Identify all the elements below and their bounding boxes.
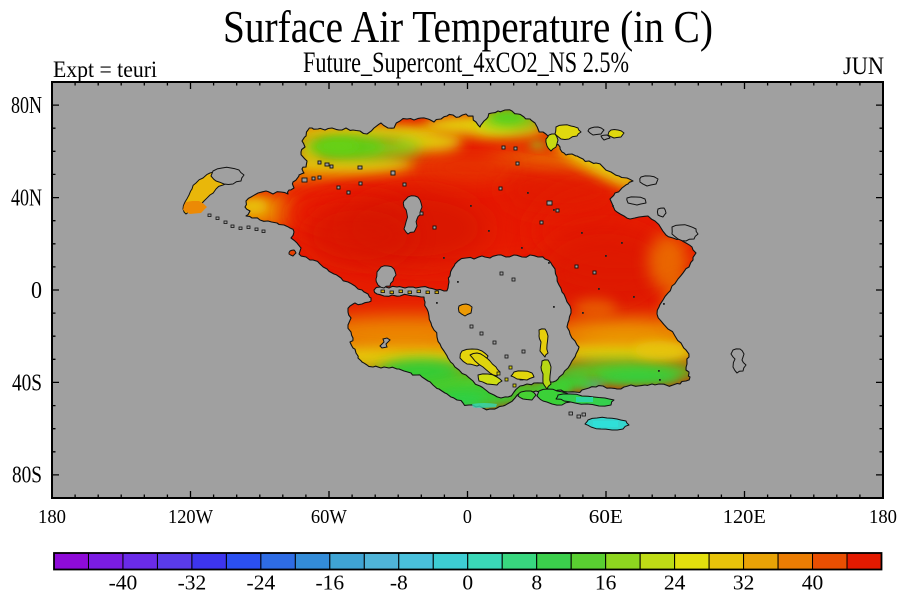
svg-text:Expt = teuri: Expt = teuri bbox=[53, 57, 157, 82]
svg-text:120E: 120E bbox=[723, 507, 766, 528]
svg-text:Surface Air Temperature (in C): Surface Air Temperature (in C) bbox=[223, 2, 713, 52]
svg-text:8: 8 bbox=[531, 571, 542, 595]
svg-text:32: 32 bbox=[733, 571, 755, 595]
svg-text:Future_Supercont_4xCO2_NS 2.5%: Future_Supercont_4xCO2_NS 2.5% bbox=[303, 46, 629, 79]
svg-text:40: 40 bbox=[802, 571, 824, 595]
svg-text:180: 180 bbox=[869, 507, 897, 528]
svg-text:180: 180 bbox=[38, 507, 66, 528]
svg-text:0: 0 bbox=[31, 278, 42, 304]
svg-text:0: 0 bbox=[463, 507, 472, 528]
svg-text:40N: 40N bbox=[11, 186, 42, 212]
svg-text:40S: 40S bbox=[12, 370, 42, 396]
svg-text:80S: 80S bbox=[12, 463, 42, 489]
svg-text:0: 0 bbox=[462, 571, 473, 595]
svg-text:120W: 120W bbox=[168, 507, 214, 528]
svg-text:16: 16 bbox=[595, 571, 617, 595]
svg-text:-24: -24 bbox=[247, 571, 276, 595]
svg-text:80N: 80N bbox=[11, 93, 42, 119]
svg-text:-40: -40 bbox=[109, 571, 138, 595]
svg-text:-32: -32 bbox=[178, 571, 207, 595]
svg-text:24: 24 bbox=[664, 571, 686, 595]
svg-text:60E: 60E bbox=[589, 507, 623, 528]
svg-text:-8: -8 bbox=[390, 571, 408, 595]
svg-text:60W: 60W bbox=[311, 507, 348, 528]
svg-text:JUN: JUN bbox=[843, 53, 884, 80]
svg-text:-16: -16 bbox=[315, 571, 344, 595]
